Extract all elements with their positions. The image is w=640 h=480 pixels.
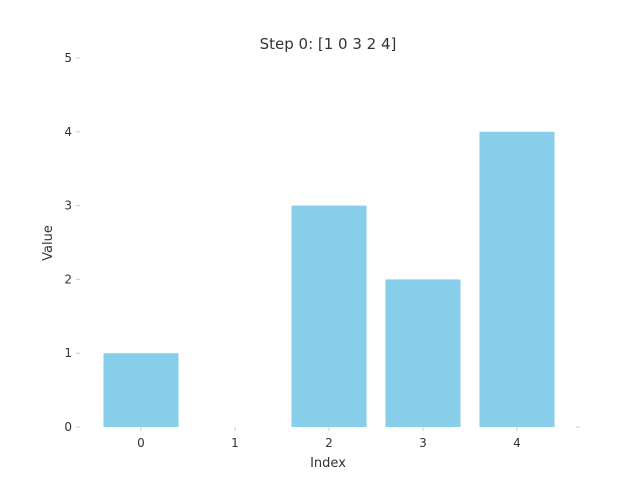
x-tick-label: 0 [137,436,145,450]
x-tick-label: 1 [231,436,239,450]
y-tick-label: 5 [64,51,72,65]
y-tick-label: 2 [64,272,72,286]
y-tick-label: 3 [64,199,72,213]
bar-3 [385,279,461,427]
y-tick-label: 4 [64,125,72,139]
y-tick-label: 1 [64,346,72,360]
y-axis-label: Value [41,225,56,261]
x-tick-label: 4 [513,436,521,450]
y-axis: 0 1 2 3 4 5 [64,51,580,434]
bar-2 [291,205,367,427]
x-axis: 0 1 2 3 4 [137,427,521,450]
x-axis-label: Index [310,456,346,471]
bar-series [103,131,555,428]
x-tick-label: 2 [325,436,333,450]
x-tick-label: 3 [419,436,427,450]
bar-0 [103,353,179,427]
chart-title: Step 0: [1 0 3 2 4] [260,35,397,53]
bar-4 [479,131,555,428]
y-tick-label: 0 [64,420,72,434]
